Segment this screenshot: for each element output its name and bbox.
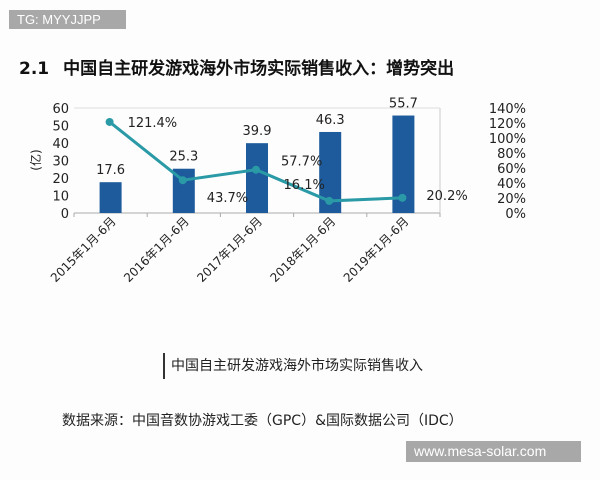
growth-value-label: 121.4%	[128, 116, 178, 131]
bar-value-label: 25.3	[169, 150, 198, 165]
y2-tick-label: 0%	[505, 207, 526, 222]
x-tick-label: 2019年1月-6月	[341, 214, 412, 285]
title-text: 中国自主研发游戏海外市场实际销售收入：增势突出	[63, 59, 455, 79]
y2-tick-label: 80%	[497, 147, 526, 162]
y2-tick-label: 120%	[489, 117, 526, 132]
growth-point	[178, 176, 187, 185]
y-tick-label: 40	[52, 137, 69, 152]
growth-point	[252, 165, 260, 174]
x-tick-label: 2017年1月-6月	[194, 214, 265, 285]
y2-tick-label: 60%	[497, 162, 526, 177]
watermark-badge: TG: MYYJJPP	[9, 10, 126, 29]
growth-point	[325, 196, 334, 205]
growth-point	[398, 193, 407, 202]
bar-value-label: 55.7	[389, 97, 418, 112]
y-tick-label: 0	[61, 207, 69, 222]
x-tick-label: 2016年1月-6月	[121, 214, 192, 285]
y2-tick-label: 140%	[489, 102, 526, 117]
growth-value-label: 57.7%	[281, 155, 322, 170]
y-tick-label: 30	[52, 155, 69, 170]
growth-value-label: 43.7%	[207, 191, 248, 206]
growth-value-label: 16.1%	[284, 178, 325, 193]
x-tick-label: 2018年1月-6月	[268, 214, 339, 285]
y2-tick-label: 100%	[489, 132, 526, 147]
bar	[319, 131, 342, 213]
chart: 0 10 20 30 40 50 60 0%20%40%60%80%100%120%140% (…	[28, 97, 526, 286]
site-badge: www.mesa-solar.com	[406, 441, 581, 462]
bar-value-label: 46.3	[316, 113, 345, 128]
legend-label: 中国自主研发游戏海外市场实际销售收入	[163, 353, 423, 379]
y-tick-label: 50	[52, 120, 69, 135]
growth-value-label: 20.2%	[426, 189, 467, 204]
bar	[99, 182, 122, 213]
y2-tick-label: 40%	[497, 177, 526, 192]
growth-point	[105, 117, 114, 126]
y-tick-label: 10	[52, 190, 69, 205]
y-tick-label: 60	[52, 102, 69, 117]
bar-value-label: 39.9	[243, 124, 272, 139]
bar	[392, 115, 415, 213]
y-tick-label: 20	[52, 172, 69, 187]
data-source: 数据来源：中国音数协游戏工委（GPC）&国际数据公司（IDC）	[62, 413, 463, 429]
bar-value-label: 17.6	[96, 163, 125, 178]
y2-tick-label: 20%	[497, 192, 526, 207]
section-number: 2.1	[19, 59, 50, 79]
y-axis-label: (亿)	[28, 149, 43, 170]
page-title: 2.1 中国自主研发游戏海外市场实际销售收入：增势突出	[19, 54, 454, 79]
x-tick-label: 2015年1月-6月	[48, 214, 119, 285]
bar	[246, 143, 268, 213]
